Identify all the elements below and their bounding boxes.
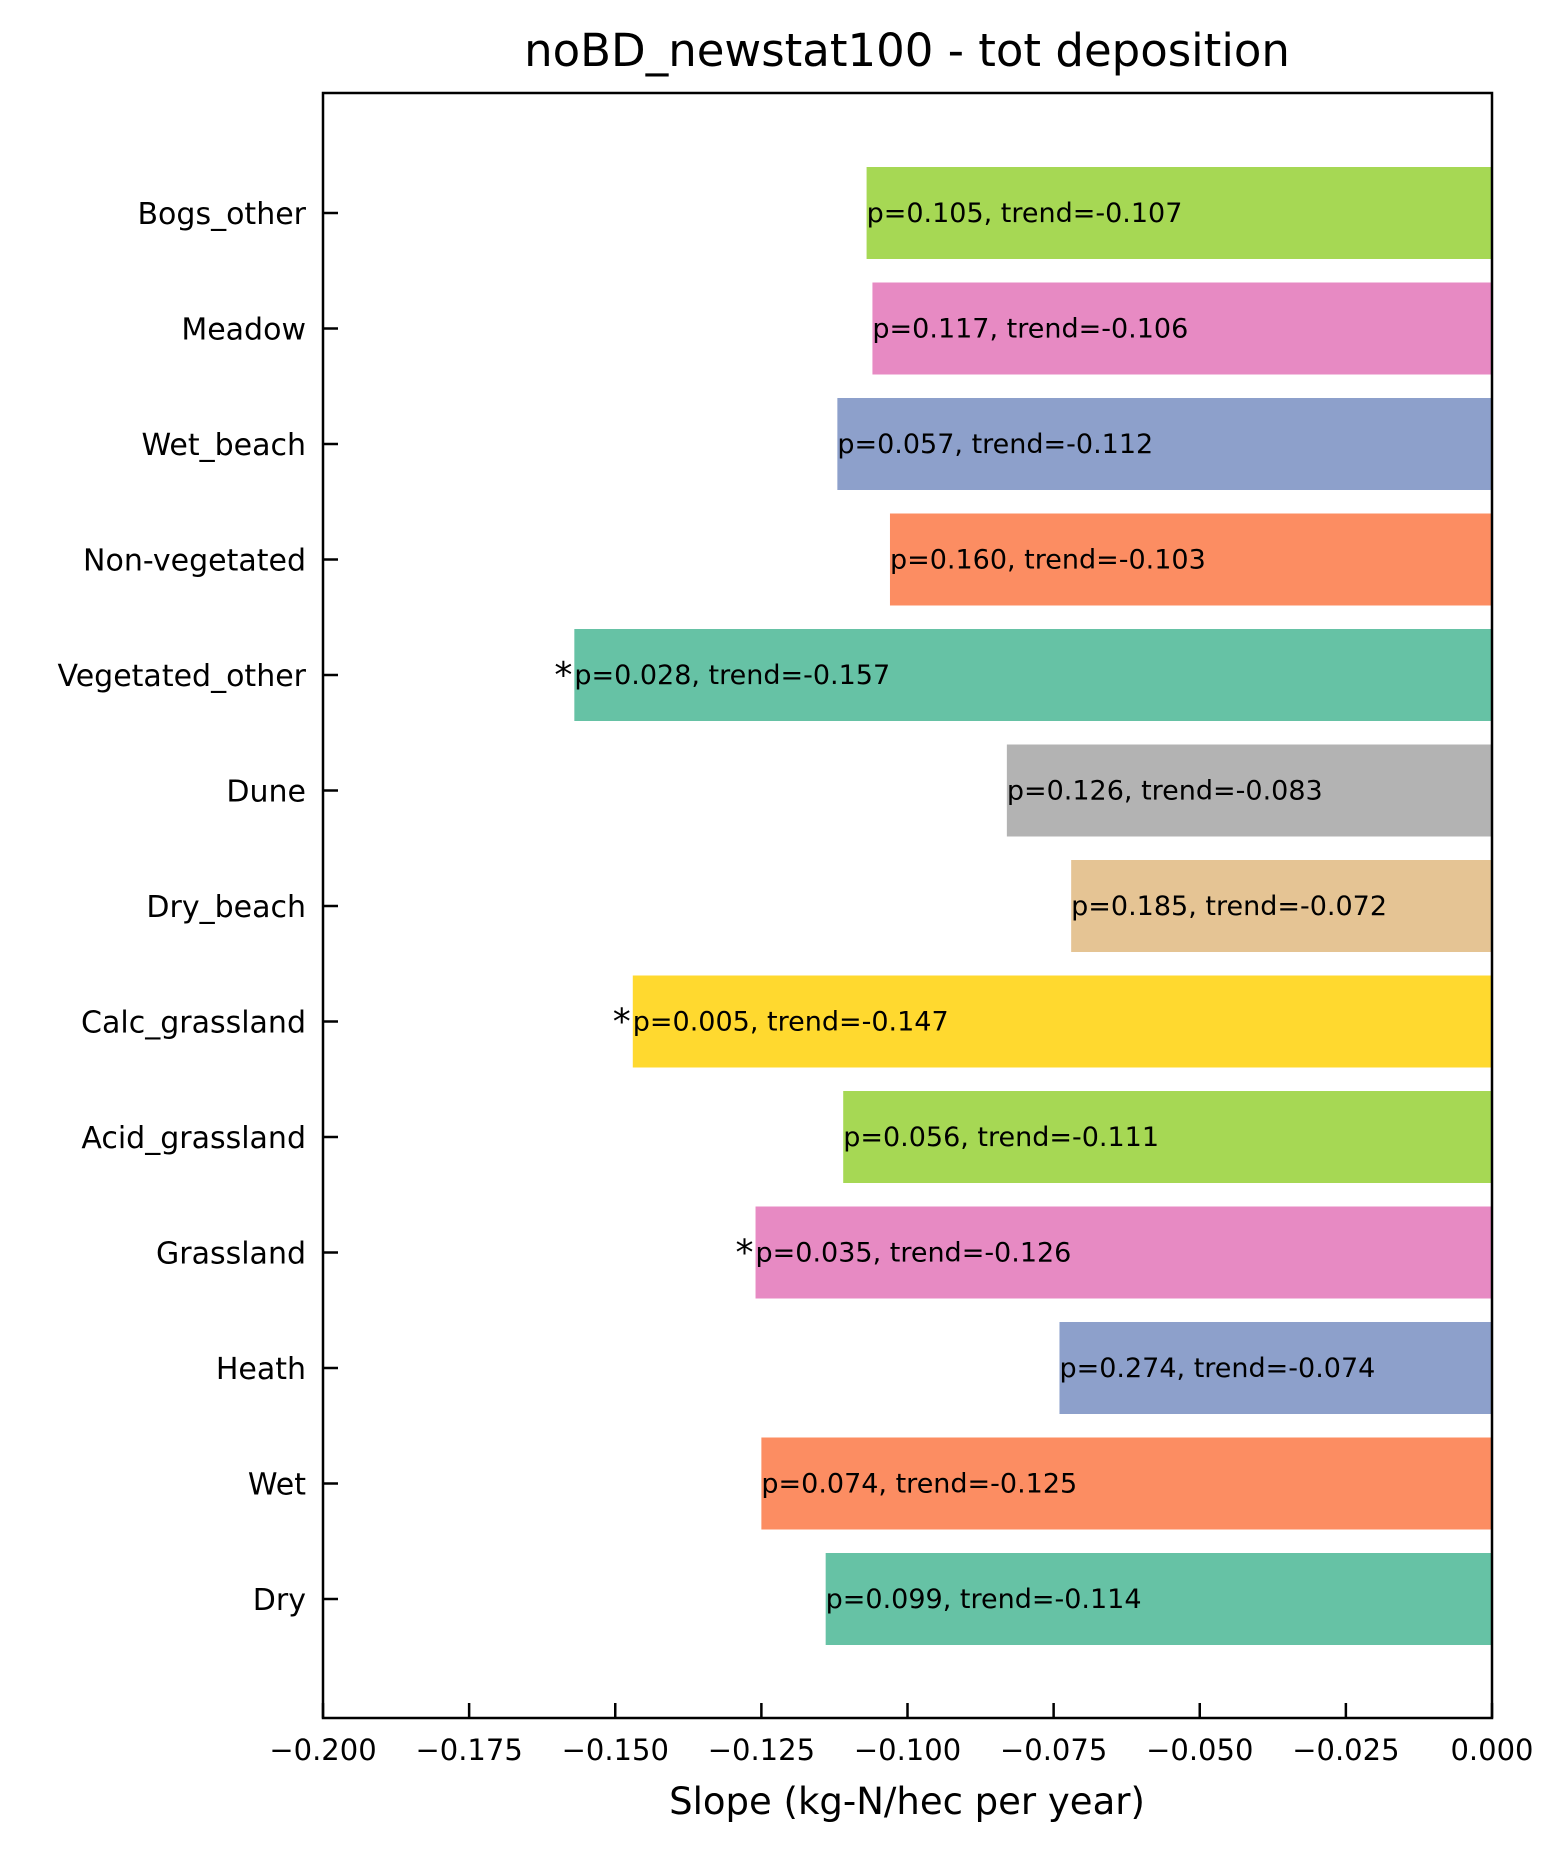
chart-title: noBD_newstat100 - tot deposition [524, 24, 1290, 77]
bar-value-label: p=0.185, trend=-0.072 [1071, 891, 1387, 922]
x-tick-label: −0.100 [854, 1733, 961, 1767]
x-tick-label: −0.150 [562, 1733, 669, 1767]
y-axis: Bogs_other Meadow Wet_beach Non-vegetated Ve… [58, 197, 338, 1618]
x-tick-label: 0.000 [1450, 1733, 1533, 1767]
bars-group [574, 167, 1492, 1645]
bar-value-label: p=0.074, trend=-0.125 [761, 1469, 1077, 1500]
bar-value-label: p=0.160, trend=-0.103 [890, 545, 1206, 576]
y-tick-label: Bogs_other [137, 197, 306, 232]
x-tick-label: −0.175 [415, 1733, 522, 1767]
bar [1059, 1322, 1492, 1414]
y-tick-label: Dune [226, 775, 306, 810]
bar [632, 975, 1492, 1068]
y-tick-label: Dry_beach [146, 890, 306, 925]
bar [889, 513, 1492, 606]
bar [872, 282, 1492, 375]
bar [837, 398, 1492, 490]
x-tick-label: −0.075 [1000, 1733, 1107, 1767]
bar [866, 167, 1492, 259]
x-axis-label: Slope (kg-N/hec per year) [669, 1780, 1145, 1823]
bar-value-label: p=0.035, trend=-0.126 [756, 1238, 1072, 1269]
bar-value-label: p=0.274, trend=-0.074 [1059, 1353, 1375, 1384]
bar-value-label: p=0.005, trend=-0.147 [633, 1007, 949, 1038]
significance-star: * [736, 1233, 754, 1274]
y-tick-label: Vegetated_other [58, 659, 307, 694]
x-tick-label: −0.200 [269, 1733, 376, 1767]
bar-value-label: p=0.057, trend=-0.112 [837, 429, 1153, 460]
x-axis: −0.200 −0.175 −0.150 −0.125 −0.100 −0.075 −0.0… [269, 1703, 1534, 1767]
y-tick-label: Non-vegetated [83, 544, 306, 579]
y-tick-label: Wet [248, 1468, 306, 1503]
bar [1006, 744, 1492, 837]
bar [843, 1091, 1492, 1183]
y-tick-label: Dry [253, 1583, 306, 1618]
y-tick-label: Calc_grassland [81, 1006, 306, 1041]
bar [574, 629, 1492, 721]
bar [761, 1437, 1492, 1530]
x-tick-label: −0.025 [1292, 1733, 1399, 1767]
bar-value-label: p=0.117, trend=-0.106 [872, 314, 1188, 345]
y-tick-label: Meadow [181, 313, 306, 348]
bar [1071, 860, 1492, 952]
significance-star: * [613, 1002, 631, 1043]
y-tick-label: Acid_grassland [81, 1121, 306, 1156]
bar [825, 1553, 1492, 1645]
significance-star: * [554, 655, 572, 696]
bar-labels-group: p=0.105, trend=-0.107 p=0.117, trend=-0.1… [554, 198, 1387, 1615]
x-tick-label: −0.050 [1146, 1733, 1253, 1767]
bar-value-label: p=0.028, trend=-0.157 [574, 660, 890, 691]
bar-value-label: p=0.099, trend=-0.114 [826, 1584, 1142, 1615]
y-tick-label: Heath [216, 1352, 306, 1387]
bar [755, 1206, 1492, 1299]
bar-value-label: p=0.056, trend=-0.111 [843, 1122, 1159, 1153]
y-tick-label: Wet_beach [141, 428, 306, 463]
y-tick-label: Grassland [156, 1237, 306, 1272]
bar-value-label: p=0.105, trend=-0.107 [867, 198, 1183, 229]
plot-frame [321, 91, 1494, 1720]
x-tick-label: −0.125 [708, 1733, 815, 1767]
bar-value-label: p=0.126, trend=-0.083 [1007, 776, 1323, 807]
